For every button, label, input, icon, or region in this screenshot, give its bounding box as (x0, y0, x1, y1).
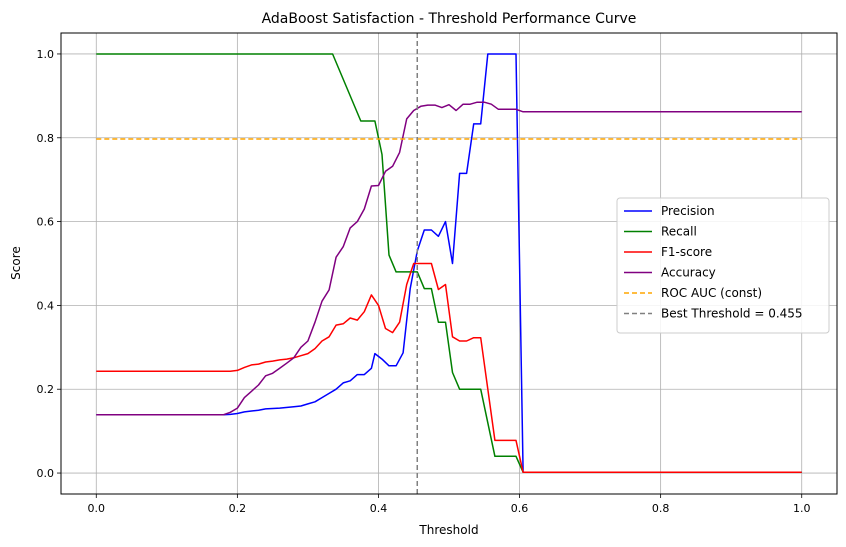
legend-label: Recall (661, 225, 697, 239)
chart-title: AdaBoost Satisfaction - Threshold Perfor… (262, 11, 637, 27)
series-line-accuracy (96, 101, 802, 416)
series-lines (96, 33, 802, 494)
y-tick-label: 0.8 (37, 132, 55, 145)
legend-label: Precision (661, 204, 715, 218)
y-tick-label: 0.4 (37, 299, 55, 312)
y-axis-label: Score (9, 246, 23, 280)
x-tick-label: 0.4 (370, 502, 388, 515)
x-tick-label: 0.2 (229, 502, 247, 515)
series-line-f1-score (96, 262, 802, 473)
legend-label: ROC AUC (const) (661, 286, 762, 300)
series-line-precision (96, 53, 802, 473)
legend-label: Best Threshold = 0.455 (661, 307, 803, 321)
y-tick-label: 0.2 (37, 383, 55, 396)
x-axis-label: Threshold (418, 523, 478, 537)
x-tick-label: 0.0 (88, 502, 106, 515)
x-tick-label: 0.6 (511, 502, 529, 515)
y-tick-label: 1.0 (37, 48, 55, 61)
legend-box (616, 197, 830, 334)
legend: Precision Recall F1-score Accuracy ROC AUC (… (616, 197, 830, 334)
legend-label: Accuracy (661, 266, 716, 280)
x-tick-label: 0.8 (652, 502, 670, 515)
series-line-recall (96, 53, 802, 473)
legend-label: F1-score (661, 245, 712, 259)
y-tick-label: 0.6 (37, 216, 55, 229)
x-tick-label: 1.0 (793, 502, 811, 515)
axis-ticks: 0.0 0.2 0.4 0.6 0.8 1.0 0.0 0.2 0.4 0.6 0.8 1.0 (37, 48, 811, 515)
plot-frame (60, 32, 838, 495)
y-tick-label: 0.0 (37, 467, 55, 480)
